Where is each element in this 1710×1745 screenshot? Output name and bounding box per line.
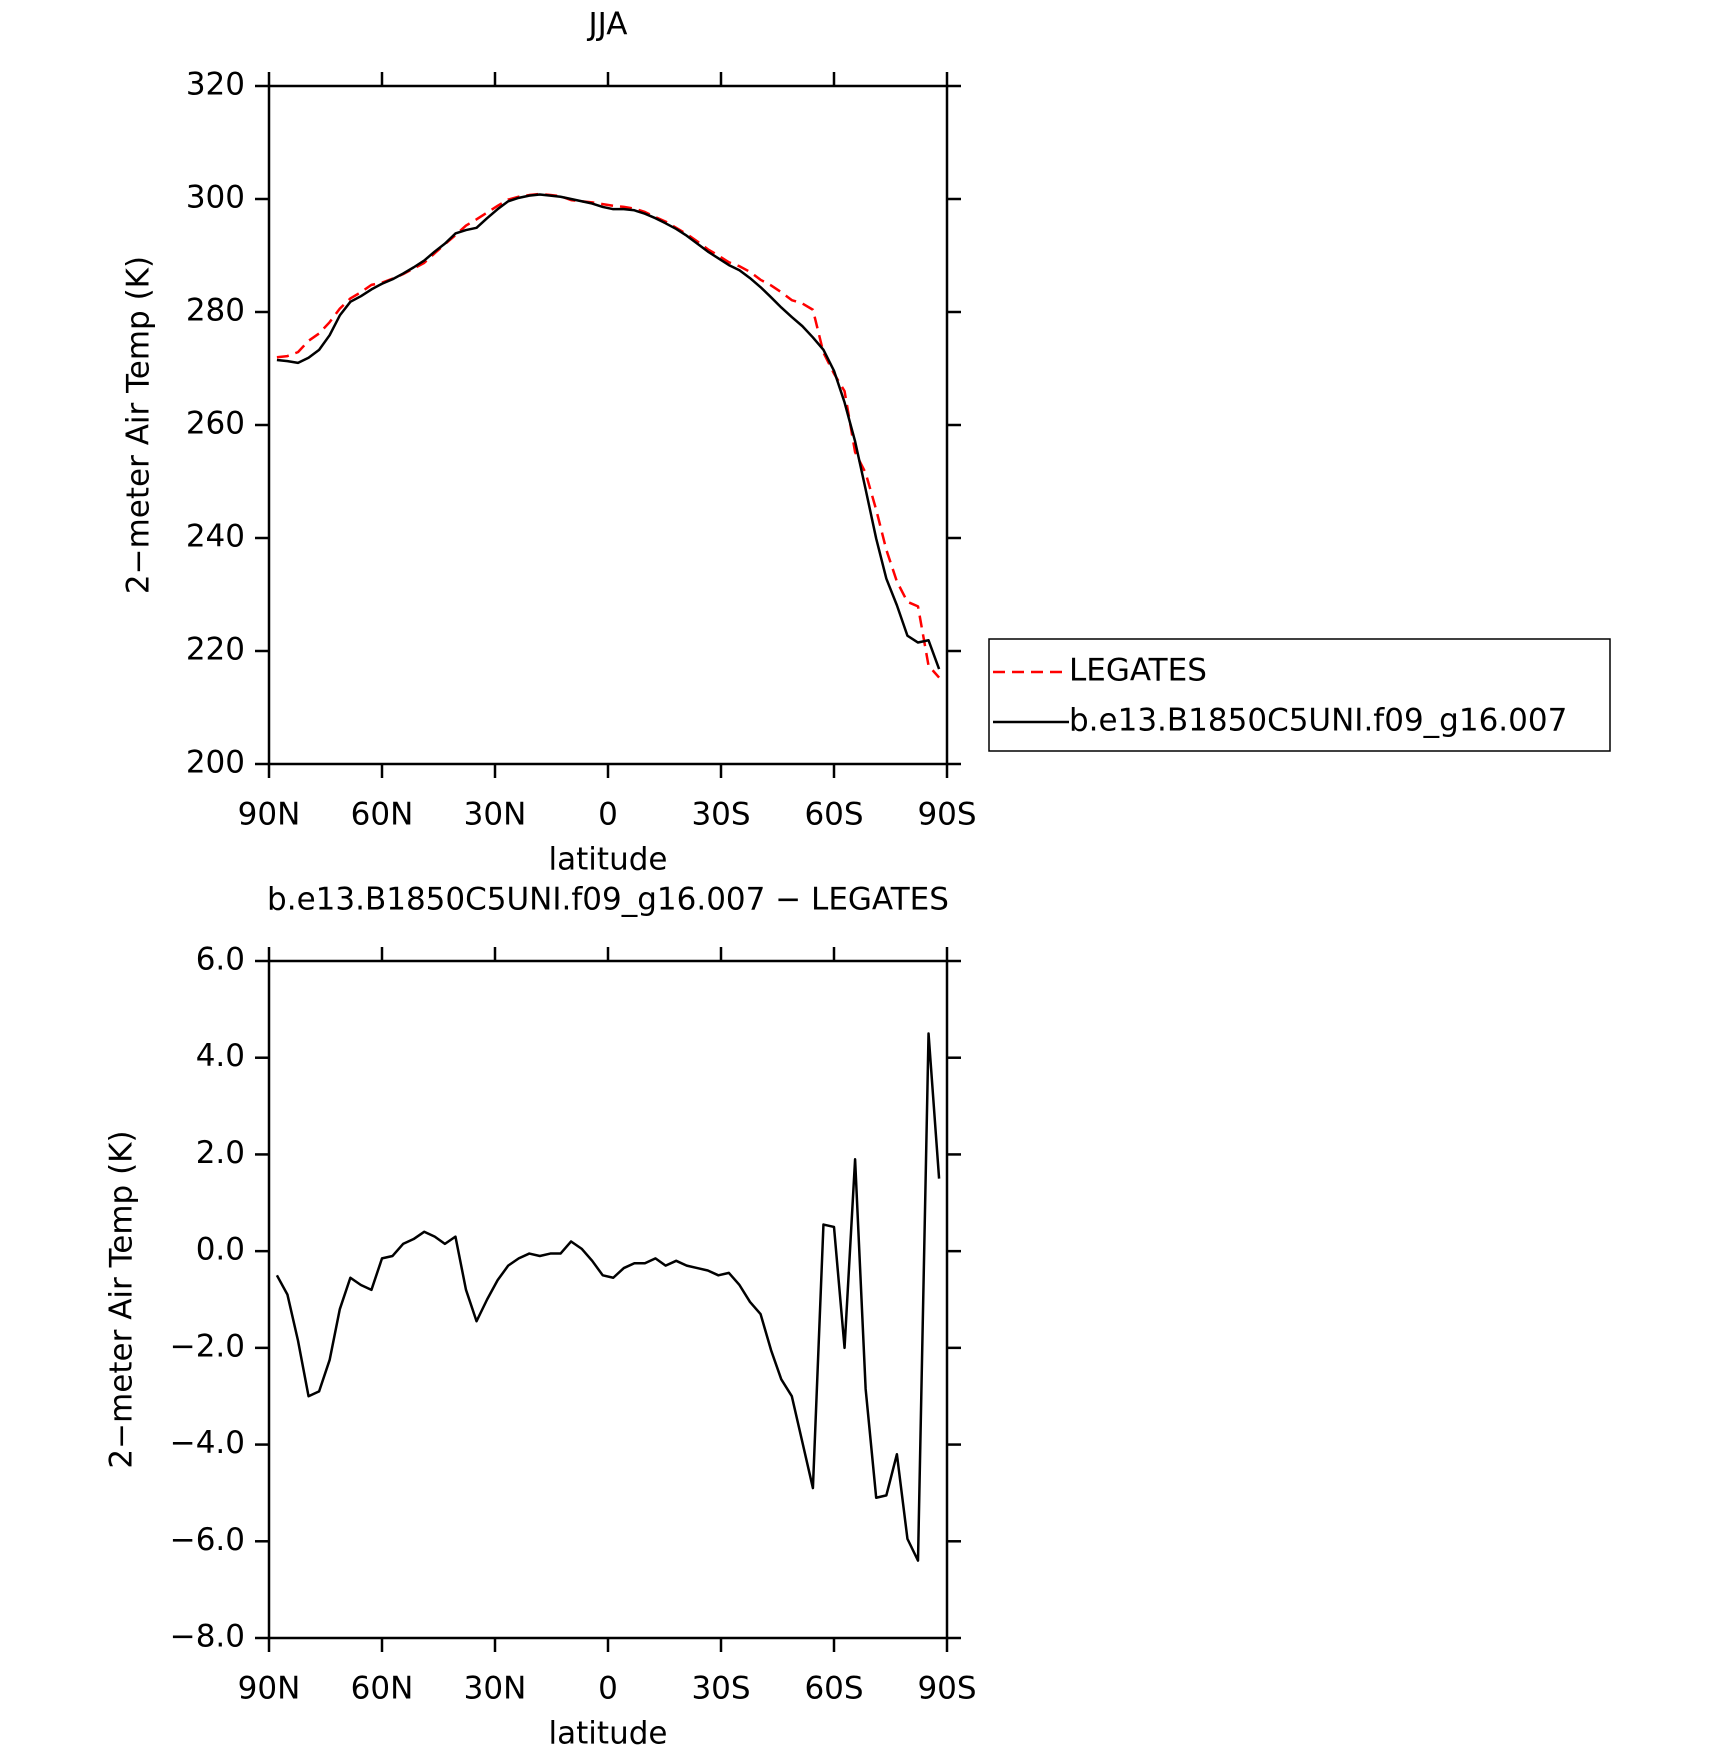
x-tick-label: 90N xyxy=(238,1671,301,1707)
y-tick-label: 300 xyxy=(186,180,245,216)
data-line xyxy=(276,193,941,670)
y-tick-label: 2.0 xyxy=(196,1135,245,1171)
x-axis-label: latitude xyxy=(549,1716,668,1745)
x-tick-label: 0 xyxy=(598,797,618,833)
x-tick-label: 30N xyxy=(464,797,527,833)
plot-frame xyxy=(267,84,949,766)
x-tick-label: 60N xyxy=(351,797,414,833)
y-axis-label: 2−meter Air Temp (K) xyxy=(121,256,157,594)
y-tick-label: 200 xyxy=(186,745,245,781)
x-tick-label: 60S xyxy=(804,797,863,833)
legend-label: LEGATES xyxy=(1069,653,1207,689)
x-tick-label: 0 xyxy=(598,1671,618,1707)
y-tick-label: 260 xyxy=(186,406,245,442)
chart-title: b.e13.B1850C5UNI.f09_g16.007 − LEGATES xyxy=(267,882,949,918)
x-tick-label: 60N xyxy=(351,1671,414,1707)
legend-label: b.e13.B1850C5UNI.f09_g16.007 xyxy=(1069,703,1567,739)
x-tick-label: 60S xyxy=(804,1671,863,1707)
y-tick-label: −2.0 xyxy=(170,1328,245,1364)
x-tick-label: 90S xyxy=(917,1671,976,1707)
x-tick-label: 30S xyxy=(691,797,750,833)
x-tick-label: 30N xyxy=(464,1671,527,1707)
y-tick-label: −8.0 xyxy=(170,1619,245,1655)
y-axis-label: 2−meter Air Temp (K) xyxy=(104,1130,140,1468)
y-tick-label: 280 xyxy=(186,293,245,329)
x-axis-label: latitude xyxy=(549,842,668,878)
y-tick-label: 220 xyxy=(186,632,245,668)
y-tick-label: 240 xyxy=(186,519,245,555)
chart-title: JJA xyxy=(587,7,628,43)
y-tick-label: −4.0 xyxy=(170,1425,245,1461)
y-tick-label: 6.0 xyxy=(196,942,245,978)
data-line xyxy=(275,1032,941,1562)
plot-frame xyxy=(267,959,949,1640)
y-tick-label: −6.0 xyxy=(170,1522,245,1558)
x-tick-label: 90S xyxy=(917,797,976,833)
y-tick-label: 0.0 xyxy=(196,1232,245,1268)
x-tick-label: 30S xyxy=(691,1671,750,1707)
legend-box xyxy=(988,638,1611,752)
data-line xyxy=(276,192,941,679)
x-tick-label: 90N xyxy=(238,797,301,833)
y-tick-label: 4.0 xyxy=(196,1038,245,1074)
y-tick-label: 320 xyxy=(186,67,245,103)
